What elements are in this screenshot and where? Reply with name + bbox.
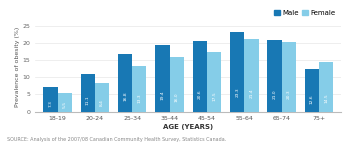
Bar <box>207 52 221 112</box>
Legend: Male, Female: Male, Female <box>271 7 338 19</box>
Bar <box>244 39 258 112</box>
Y-axis label: Prevalence of obesity (%): Prevalence of obesity (%) <box>15 27 20 107</box>
Text: 16.0: 16.0 <box>175 92 179 102</box>
Bar <box>43 87 58 112</box>
Text: 5.5: 5.5 <box>63 101 67 108</box>
Text: 16.8: 16.8 <box>123 92 127 101</box>
Text: 19.4: 19.4 <box>161 90 164 100</box>
Bar <box>95 83 109 112</box>
X-axis label: AGE (YEARS): AGE (YEARS) <box>163 124 213 130</box>
Text: 14.5: 14.5 <box>324 93 328 103</box>
Bar <box>156 45 170 112</box>
Bar <box>305 69 319 112</box>
Text: 23.3: 23.3 <box>235 88 239 97</box>
Bar <box>81 74 95 112</box>
Bar <box>193 41 207 112</box>
Text: 8.4: 8.4 <box>100 100 104 106</box>
Text: 20.6: 20.6 <box>198 89 202 99</box>
Text: 21.0: 21.0 <box>272 89 277 99</box>
Text: 12.6: 12.6 <box>310 94 314 104</box>
Text: 21.4: 21.4 <box>250 89 253 98</box>
Text: 7.3: 7.3 <box>49 100 52 107</box>
Text: 17.5: 17.5 <box>212 91 216 101</box>
Bar <box>118 54 132 112</box>
Bar <box>230 32 244 112</box>
Bar <box>268 40 282 112</box>
Text: 11.1: 11.1 <box>86 95 90 105</box>
Bar <box>282 42 296 112</box>
Bar <box>58 93 72 112</box>
Text: SOURCE: Analysis of the 2007/08 Canadian Community Health Survey, Statistics Can: SOURCE: Analysis of the 2007/08 Canadian… <box>7 137 226 142</box>
Text: 20.3: 20.3 <box>287 90 291 99</box>
Bar <box>319 62 333 112</box>
Text: 13.3: 13.3 <box>137 94 142 103</box>
Bar <box>170 57 184 112</box>
Bar <box>132 66 146 112</box>
